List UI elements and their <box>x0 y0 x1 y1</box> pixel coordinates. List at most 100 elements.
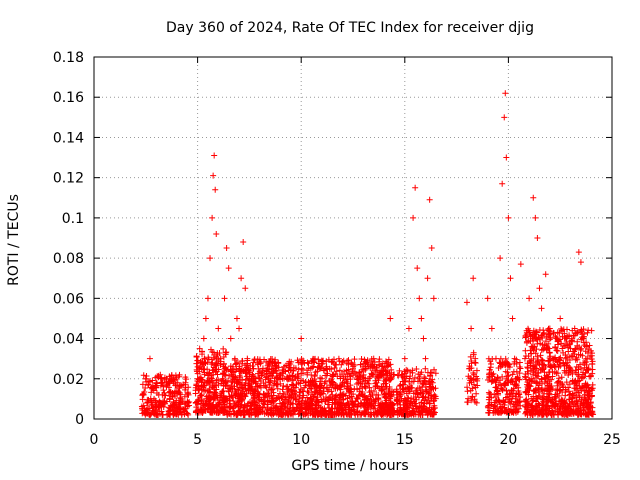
data-point <box>538 305 545 312</box>
data-point-dense <box>322 407 329 414</box>
data-point <box>256 375 263 382</box>
data-point <box>175 373 182 380</box>
data-point-dense <box>305 389 312 396</box>
data-point-dense <box>419 408 426 415</box>
data-point <box>327 393 334 400</box>
data-point-dense <box>560 360 567 367</box>
data-point <box>563 335 570 342</box>
data-point-dense <box>285 375 292 382</box>
data-point-dense <box>303 404 310 411</box>
data-point-dense <box>510 368 517 375</box>
data-point-dense <box>464 399 471 406</box>
data-point <box>528 375 535 382</box>
data-point-dense <box>205 405 212 412</box>
data-point-dense <box>562 334 569 341</box>
data-point-dense <box>378 411 385 418</box>
data-point-dense <box>166 378 173 385</box>
data-point-dense <box>364 359 371 366</box>
data-point-dense <box>315 360 322 367</box>
data-point-dense <box>333 361 340 368</box>
data-point <box>140 391 147 398</box>
data-point-dense <box>351 356 358 363</box>
data-point-dense <box>410 405 417 412</box>
data-point-dense <box>276 375 283 382</box>
data-point-dense <box>329 379 336 386</box>
data-point-dense <box>575 389 582 396</box>
data-point-dense <box>410 398 417 405</box>
data-point-dense <box>571 332 578 339</box>
data-point-dense <box>229 379 236 386</box>
data-point-dense <box>368 370 375 377</box>
data-point-dense <box>539 380 546 387</box>
data-point-dense <box>296 407 303 414</box>
data-point-dense <box>511 360 518 367</box>
data-point-dense <box>247 403 254 410</box>
data-point-dense <box>501 399 508 406</box>
data-point-dense <box>562 389 569 396</box>
data-point-dense <box>366 384 373 391</box>
data-point <box>212 186 219 193</box>
data-point-dense <box>167 411 174 418</box>
data-point-dense <box>430 409 437 416</box>
data-point <box>507 275 514 282</box>
data-point-dense <box>206 377 213 384</box>
data-point <box>229 365 236 372</box>
data-point-dense <box>541 369 548 376</box>
data-point-dense <box>361 410 368 417</box>
data-point-dense <box>361 399 368 406</box>
data-point-dense <box>566 357 573 364</box>
data-point-dense <box>336 367 343 374</box>
data-point-dense <box>350 372 357 379</box>
data-point-dense <box>325 401 332 408</box>
data-point <box>567 345 574 352</box>
data-point-dense <box>525 325 532 332</box>
data-point-dense <box>423 399 430 406</box>
data-point-dense <box>493 397 500 404</box>
data-point-dense <box>210 367 217 374</box>
data-point-dense <box>550 361 557 368</box>
data-point-dense <box>276 409 283 416</box>
data-point <box>579 335 586 342</box>
data-point-dense <box>376 356 383 363</box>
data-point-dense <box>225 388 232 395</box>
data-point <box>225 265 232 272</box>
data-point-dense <box>406 399 413 406</box>
data-point-dense <box>348 360 355 367</box>
data-point <box>577 259 584 266</box>
x-axis-ticks: 0 5 10 15 20 25 <box>90 57 621 448</box>
data-point-dense <box>149 385 156 392</box>
data-point-dense <box>325 356 332 363</box>
data-point-dense <box>178 411 185 418</box>
data-point-dense <box>554 359 561 366</box>
data-point-dense <box>351 408 358 415</box>
data-point-dense <box>387 395 394 402</box>
data-point-dense <box>194 407 201 414</box>
data-point-dense <box>391 371 398 378</box>
data-point-dense <box>558 401 565 408</box>
data-point-dense <box>203 400 210 407</box>
data-point <box>198 365 205 372</box>
data-point <box>555 379 562 386</box>
data-point-dense <box>265 379 272 386</box>
data-point-dense <box>581 342 588 349</box>
data-point-dense <box>226 372 233 379</box>
data-point-dense <box>539 402 546 409</box>
data-point-dense <box>145 396 152 403</box>
data-point-dense <box>582 370 589 377</box>
data-point-dense <box>311 391 318 398</box>
data-point-dense <box>575 411 582 418</box>
data-point-dense <box>201 356 208 363</box>
data-point-dense <box>198 379 205 386</box>
data-point-dense <box>347 407 354 414</box>
data-point <box>470 275 477 282</box>
data-point-dense <box>228 392 235 399</box>
data-point-dense <box>547 357 554 364</box>
data-point-dense <box>565 388 572 395</box>
data-point-dense <box>469 394 476 401</box>
data-point-dense <box>369 371 376 378</box>
data-point-dense <box>524 379 531 386</box>
data-point-dense <box>387 376 394 383</box>
data-point-dense <box>589 370 596 377</box>
data-point-dense <box>312 369 319 376</box>
data-point <box>182 381 189 388</box>
